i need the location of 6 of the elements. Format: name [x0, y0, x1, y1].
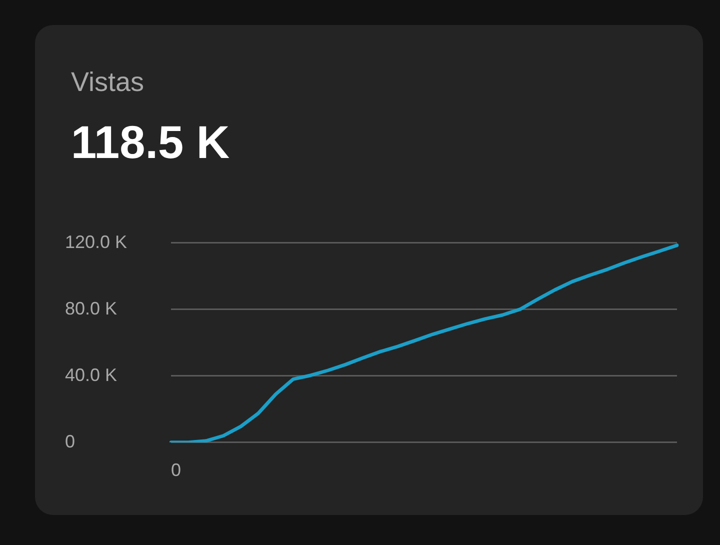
chart-subtitle: 118.5 K [71, 115, 230, 169]
y-tick-label: 80.0 K [65, 298, 118, 318]
y-tick-label: 40.0 K [65, 364, 118, 385]
y-tick-label: 0 [65, 431, 76, 452]
y-tick-label: 120.0 K [65, 232, 128, 252]
chart-title: Vistas [71, 67, 144, 98]
